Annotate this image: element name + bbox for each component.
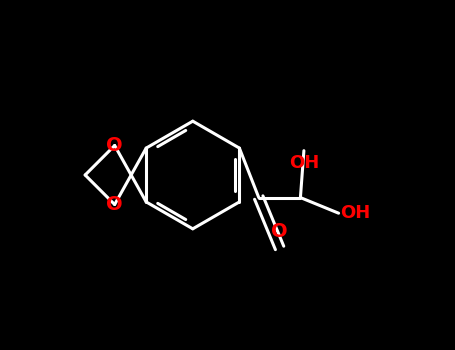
Text: O: O [271, 222, 288, 241]
Text: OH: OH [340, 204, 370, 222]
Text: O: O [106, 195, 123, 214]
Text: O: O [106, 136, 123, 155]
Text: OH: OH [289, 154, 319, 172]
